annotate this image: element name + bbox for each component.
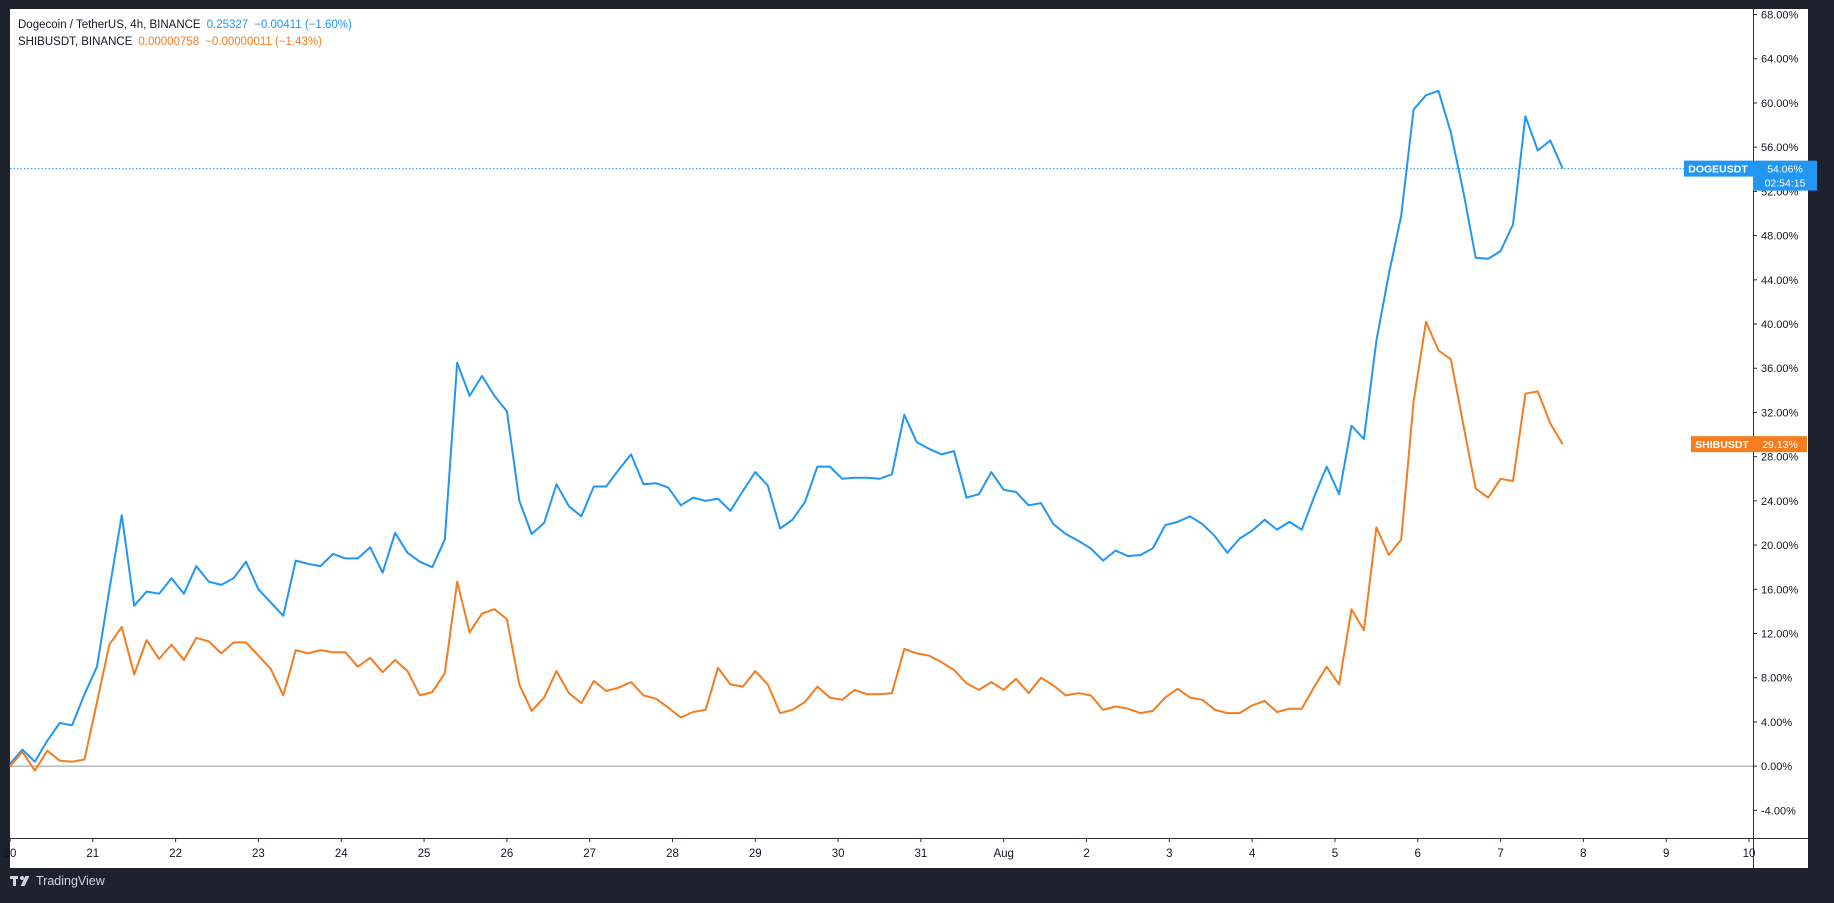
series-badge-shib[interactable] (1691, 436, 1753, 453)
legend-change-doge: −0.00411 (−1.60%) (254, 19, 352, 31)
y-tick-label: -4.00% (1761, 805, 1796, 817)
series-badge-shib-label: SHIBUSDT (1695, 439, 1749, 451)
price-badge-doge-countdown: 02:54:15 (1765, 178, 1806, 190)
y-tick-label: 68.00% (1761, 10, 1799, 22)
x-tick-label: 25 (418, 848, 431, 860)
x-tick-label: 24 (335, 848, 348, 860)
x-tick-label: 29 (749, 848, 762, 860)
y-tick-label: 16.00% (1761, 584, 1799, 596)
price-badge-shib-value: 29.13% (1762, 439, 1798, 451)
y-tick-label: 24.00% (1761, 496, 1799, 508)
x-tick-label: 4 (1249, 848, 1256, 860)
y-tick-label: 44.00% (1761, 275, 1799, 287)
y-tick-label: 36.00% (1761, 363, 1799, 375)
x-tick-label: 6 (1415, 848, 1421, 860)
y-tick-label: 40.00% (1761, 319, 1799, 331)
price-badge-doge[interactable] (1753, 160, 1817, 191)
legend-symbol-shib: SHIBUSDT, BINANCE (18, 36, 133, 48)
x-tick-label: 20 (4, 848, 17, 860)
x-tick-label: Aug (993, 848, 1013, 860)
tradingview-logo-icon (10, 874, 32, 888)
x-tick-label: 26 (500, 848, 513, 860)
x-tick-label: 7 (1497, 848, 1503, 860)
x-tick-label: 23 (252, 848, 265, 860)
x-tick-label: 31 (915, 848, 928, 860)
y-tick-label: 4.00% (1761, 717, 1792, 729)
x-tick-label: 27 (583, 848, 596, 860)
series-line-dogeusdt[interactable] (9, 89, 1564, 765)
y-tick-label: 20.00% (1761, 540, 1799, 552)
legend-change-shib: −0.00000011 (−1.43%) (205, 36, 322, 48)
legend-row-shib[interactable]: SHIBUSDT, BINANCE 0.00000758 −0.00000011 (… (18, 34, 352, 51)
chart-legend: Dogecoin / TetherUS, 4h, BINANCE 0.25327−… (18, 17, 352, 51)
x-tick-label: 5 (1332, 848, 1338, 860)
x-tick-label: 30 (832, 848, 845, 860)
y-tick-label: 48.00% (1761, 231, 1799, 243)
y-tick-label: 60.00% (1761, 98, 1799, 110)
legend-row-doge[interactable]: Dogecoin / TetherUS, 4h, BINANCE 0.25327−… (18, 17, 352, 34)
x-tick-label: 28 (666, 848, 679, 860)
price-badge-doge-value: 54.06% (1767, 164, 1803, 176)
y-tick-label: 56.00% (1761, 142, 1799, 154)
series-badge-doge[interactable] (1684, 160, 1753, 177)
y-tick-label: 12.00% (1761, 629, 1799, 641)
x-tick-label: 22 (169, 848, 182, 860)
x-tick-label: 10 (1743, 848, 1756, 860)
footer-brand-label: TradingView (36, 874, 105, 888)
x-tick-label: 9 (1663, 848, 1669, 860)
legend-price-shib: 0.00000758 (138, 36, 200, 48)
y-tick-label: 28.00% (1761, 452, 1799, 464)
legend-symbol-doge: Dogecoin / TetherUS, 4h, BINANCE (18, 19, 201, 31)
y-tick-label: 32.00% (1761, 407, 1799, 419)
time-scale[interactable] (10, 838, 1808, 868)
legend-price-doge: 0.25327 (206, 19, 249, 31)
y-tick-label: 0.00% (1761, 761, 1792, 773)
series-badge-doge-label: DOGEUSDT (1688, 164, 1748, 176)
y-tick-label: 8.00% (1761, 673, 1792, 685)
price-badge-shib[interactable] (1753, 436, 1807, 453)
footer-brand[interactable]: TradingView (10, 874, 105, 888)
x-tick-label: 2 (1083, 848, 1089, 860)
x-tick-label: 21 (86, 848, 99, 860)
series-line-shibusdt[interactable] (9, 320, 1564, 772)
chart-pane[interactable] (10, 9, 1753, 838)
price-scale[interactable] (1753, 9, 1808, 838)
y-tick-label: 64.00% (1761, 54, 1799, 66)
x-tick-label: 3 (1166, 848, 1172, 860)
x-tick-label: 8 (1580, 848, 1586, 860)
